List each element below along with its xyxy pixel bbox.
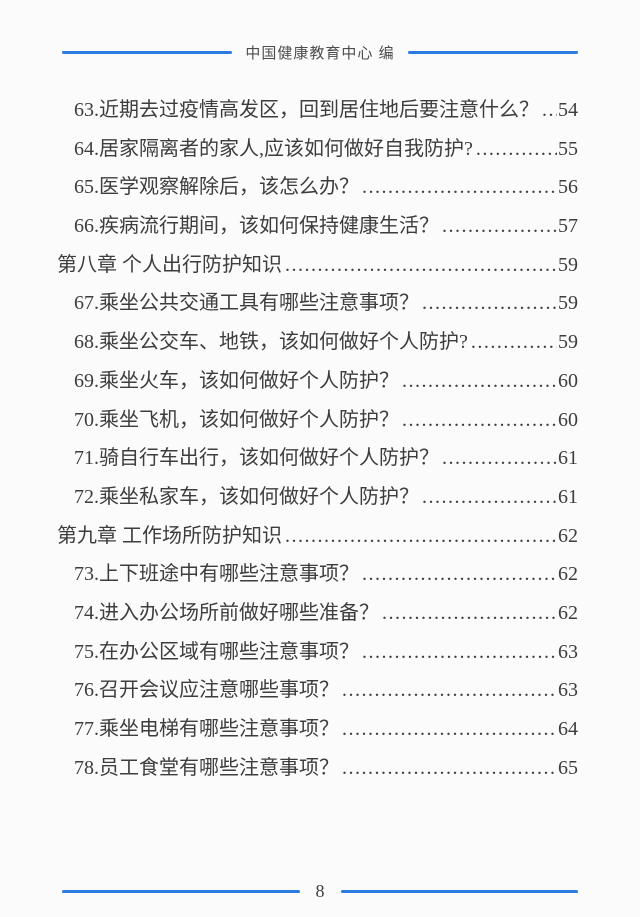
toc-entry-label: 73.上下班途中有哪些注意事项？ — [74, 563, 359, 586]
toc-entry-label: 63.近期去过疫情高发区，回到居住地后要注意什么？ — [74, 99, 539, 121]
toc-leader-dots: ........................................… — [402, 408, 557, 431]
toc-entry: 65.医学观察解除后，该怎么办？ .......................… — [57, 168, 578, 207]
toc-entry-label: 第九章 工作场所防护知识 — [57, 524, 282, 547]
header-rule-left — [62, 50, 233, 54]
toc-entry-page: 60 — [558, 408, 578, 431]
toc-entry-page: 56 — [558, 176, 578, 199]
toc-entry-page: 60 — [558, 369, 578, 392]
toc-entry: 68.乘坐公交车、地铁，该如何做好个人防护? .................… — [57, 323, 578, 362]
toc-leader-dots: ........................................… — [342, 718, 557, 740]
toc-leader-dots: ........................................… — [442, 447, 557, 470]
toc-entry-page: 59 — [558, 292, 578, 315]
toc-entry-label: 77.乘坐电梯有哪些注意事项？ — [74, 718, 339, 740]
toc-entry-page: 65 — [558, 756, 578, 779]
toc-entry: 66.疾病流行期间，该如何保持健康生活？ ...................… — [57, 207, 578, 246]
toc-leader-dots: ........................................… — [285, 524, 557, 547]
toc-entry: 73.上下班途中有哪些注意事项？ .......................… — [57, 555, 578, 594]
toc-entry: 70.乘坐飞机，该如何做好个人防护？ .....................… — [57, 401, 578, 440]
toc-leader-dots: ........................................… — [470, 331, 557, 354]
toc-entry-page: 59 — [558, 331, 578, 354]
toc-leader-dots: ........................................… — [382, 601, 557, 624]
toc-entry: 75.在办公区域有哪些注意事项？ .......................… — [57, 633, 578, 672]
toc-leader-dots: ........................................… — [542, 99, 557, 121]
toc-entry: 77.乘坐电梯有哪些注意事项？ ........................… — [57, 710, 578, 749]
toc-leader-dots: ........................................… — [285, 253, 557, 276]
toc-entry-label: 74.进入办公场所前做好哪些准备？ — [74, 601, 379, 624]
toc-entry-label: 67.乘坐公共交通工具有哪些注意事项？ — [74, 292, 419, 315]
toc-entry: 64.居家隔离者的家人,应该如何做好自我防护? ................… — [57, 130, 578, 169]
toc-entry-page: 63 — [558, 640, 578, 663]
page-number: 8 — [315, 880, 325, 901]
toc-entry-label: 78.员工食堂有哪些注意事项？ — [74, 756, 339, 779]
toc-entry: 第九章 工作场所防护知识 ...........................… — [57, 517, 578, 556]
toc-entry: 69.乘坐火车，该如何做好个人防护？ .....................… — [57, 362, 578, 401]
toc-leader-dots: ........................................… — [342, 756, 557, 779]
toc-entry-label: 70.乘坐飞机，该如何做好个人防护？ — [74, 408, 399, 431]
toc-entry-label: 第八章 个人出行防护知识 — [57, 253, 282, 276]
toc-leader-dots: ........................................… — [362, 640, 557, 663]
toc-entry-page: 63 — [558, 679, 578, 702]
toc-entry-page: 62 — [558, 524, 578, 547]
toc-leader-dots: ........................................… — [422, 485, 557, 508]
toc-entry: 第八章 个人出行防护知识 ...........................… — [57, 246, 578, 285]
toc-entry: 72.乘坐私家车，该如何做好个人防护？ ....................… — [57, 478, 578, 517]
toc-entry: 67.乘坐公共交通工具有哪些注意事项？ ....................… — [57, 284, 578, 323]
toc-entry-label: 76.召开会议应注意哪些事项？ — [74, 679, 339, 702]
footer-rule-right — [340, 889, 578, 893]
toc-entry-label: 75.在办公区域有哪些注意事项？ — [74, 640, 359, 663]
toc-entry: 78.员工食堂有哪些注意事项？ ........................… — [57, 749, 578, 788]
toc-entry-page: 62 — [558, 601, 578, 624]
toc-entry: 71.骑自行车出行，该如何做好个人防护？ ...................… — [57, 439, 578, 478]
toc-entry-label: 66.疾病流行期间，该如何保持健康生活？ — [74, 215, 439, 238]
header-title: 中国健康教育中心 编 — [245, 44, 395, 62]
page-header: 中国健康教育中心 编 — [62, 41, 579, 63]
toc-leader-dots: ........................................… — [442, 215, 557, 238]
page-footer: 8 — [62, 880, 578, 902]
footer-rule-left — [62, 889, 300, 893]
toc-entry-page: 54 — [558, 99, 578, 121]
toc-entry-page: 62 — [558, 563, 578, 586]
toc-entry-label: 68.乘坐公交车、地铁，该如何做好个人防护? — [74, 331, 468, 354]
toc-entry-page: 61 — [558, 485, 578, 508]
toc-entry-label: 65.医学观察解除后，该怎么办？ — [74, 176, 359, 199]
toc-entry: 63.近期去过疫情高发区，回到居住地后要注意什么？ ..............… — [57, 91, 578, 130]
toc-leader-dots: ........................................… — [342, 679, 557, 702]
toc-entry-page: 64 — [558, 718, 578, 740]
toc-entry-label: 71.骑自行车出行，该如何做好个人防护？ — [74, 447, 439, 470]
toc-entry-page: 59 — [558, 253, 578, 276]
toc-entry-page: 57 — [558, 215, 578, 238]
toc-leader-dots: ........................................… — [362, 176, 557, 199]
toc-leader-dots: ........................................… — [422, 292, 557, 315]
toc-leader-dots: ........................................… — [362, 563, 557, 586]
toc-entry-page: 55 — [558, 137, 578, 160]
toc-entry: 76.召开会议应注意哪些事项？ ........................… — [57, 671, 578, 710]
toc-list: 63.近期去过疫情高发区，回到居住地后要注意什么？ ..............… — [57, 91, 578, 787]
toc-leader-dots: ........................................… — [402, 369, 557, 392]
toc-entry-label: 64.居家隔离者的家人,应该如何做好自我防护? — [74, 137, 473, 160]
toc-entry: 74.进入办公场所前做好哪些准备？ ......................… — [57, 594, 578, 633]
toc-entry-page: 61 — [558, 447, 578, 470]
toc-leader-dots: ........................................… — [475, 137, 557, 160]
toc-entry-label: 72.乘坐私家车，该如何做好个人防护？ — [74, 485, 419, 508]
header-rule-right — [407, 50, 579, 54]
toc-entry-label: 69.乘坐火车，该如何做好个人防护？ — [74, 369, 399, 392]
